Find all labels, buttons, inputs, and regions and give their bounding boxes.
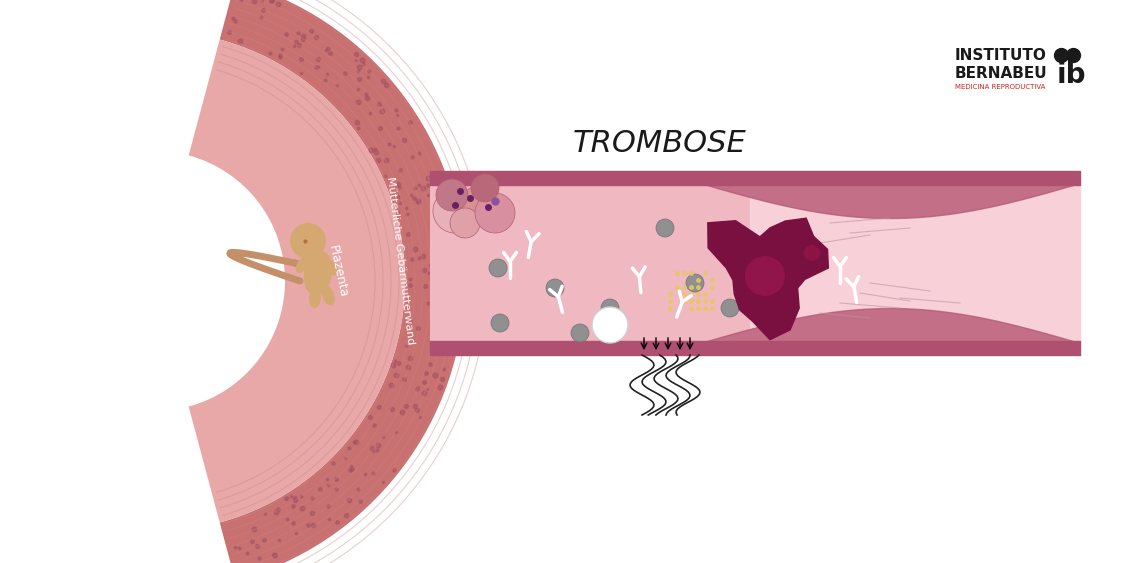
Wedge shape bbox=[188, 39, 405, 522]
Circle shape bbox=[592, 307, 628, 343]
Circle shape bbox=[290, 223, 326, 259]
Circle shape bbox=[571, 324, 589, 342]
Text: Plazenta: Plazenta bbox=[326, 243, 350, 298]
Circle shape bbox=[656, 219, 674, 237]
Circle shape bbox=[601, 299, 619, 317]
Text: TROMBOSE: TROMBOSE bbox=[573, 128, 747, 158]
Circle shape bbox=[433, 189, 477, 233]
Text: INSTITUTO: INSTITUTO bbox=[955, 47, 1047, 62]
Ellipse shape bbox=[295, 257, 308, 273]
Polygon shape bbox=[708, 218, 829, 339]
Circle shape bbox=[435, 179, 469, 211]
Circle shape bbox=[489, 259, 507, 277]
Circle shape bbox=[471, 174, 499, 202]
Circle shape bbox=[546, 279, 564, 297]
FancyBboxPatch shape bbox=[430, 183, 1080, 343]
Text: Mütterliche Gebärmutterwand: Mütterliche Gebärmutterwand bbox=[384, 176, 415, 346]
Wedge shape bbox=[220, 0, 465, 563]
Circle shape bbox=[475, 193, 515, 233]
Ellipse shape bbox=[321, 284, 335, 306]
Circle shape bbox=[462, 185, 498, 221]
Text: BERNABEU: BERNABEU bbox=[955, 65, 1048, 81]
Circle shape bbox=[491, 314, 508, 332]
Text: MEDICINA REPRODUCTIVA: MEDICINA REPRODUCTIVA bbox=[955, 84, 1045, 90]
Ellipse shape bbox=[326, 261, 337, 275]
Circle shape bbox=[450, 208, 480, 238]
Circle shape bbox=[804, 245, 820, 261]
Ellipse shape bbox=[309, 288, 321, 308]
Circle shape bbox=[746, 256, 785, 296]
Circle shape bbox=[720, 299, 739, 317]
Text: ib: ib bbox=[1057, 61, 1086, 89]
Ellipse shape bbox=[303, 251, 333, 295]
Circle shape bbox=[686, 274, 705, 292]
